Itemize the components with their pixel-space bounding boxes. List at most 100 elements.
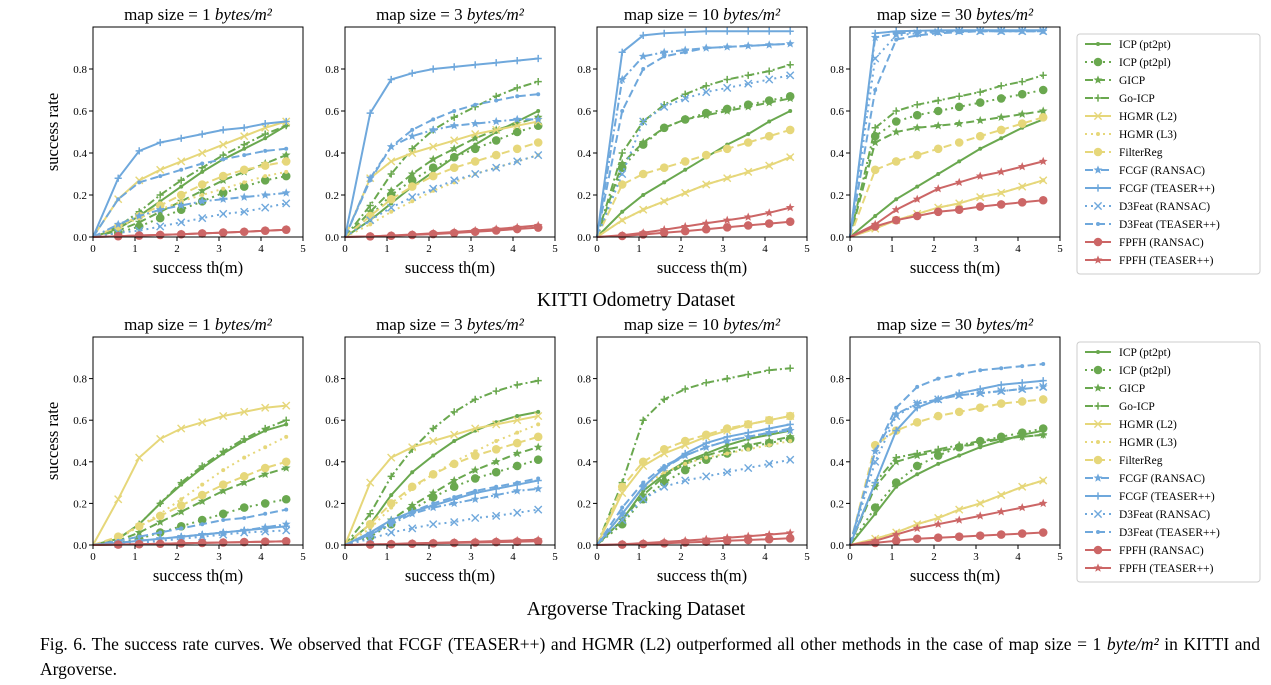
y-tick-label: 0.8: [73, 374, 87, 386]
legend-marker: [1093, 165, 1103, 174]
data-point: [957, 201, 962, 206]
legend-label: FPFH (TEASER++): [1119, 563, 1214, 575]
data-point: [407, 229, 417, 239]
data-point: [116, 197, 121, 202]
legend-label: HGMR (L3): [1119, 129, 1177, 141]
data-point: [491, 150, 501, 160]
subplot-title: map size = 30 bytes/m²: [877, 315, 1034, 334]
data-point: [239, 503, 249, 512]
series-gicp: [596, 93, 795, 238]
data-point: [387, 203, 396, 212]
data-point: [767, 119, 772, 124]
data-point: [954, 515, 964, 524]
data-point: [680, 436, 690, 446]
y-tick-label: 0.6: [325, 415, 339, 427]
data-point: [975, 115, 985, 125]
data-point: [515, 94, 520, 99]
data-point: [534, 411, 543, 421]
series-fpfh-ransac: [849, 195, 1048, 238]
data-point: [536, 409, 541, 414]
data-point: [387, 528, 396, 537]
data-point: [660, 102, 669, 111]
data-point: [891, 157, 901, 166]
data-point: [913, 449, 921, 458]
data-point: [260, 161, 270, 170]
data-point: [240, 207, 249, 216]
data-point: [933, 121, 943, 130]
x-tick-label: 4: [762, 551, 768, 563]
data-point: [263, 136, 268, 141]
x-tick-label: 1: [132, 243, 138, 255]
data-point: [1038, 424, 1048, 433]
y-tick-label: 0.0: [325, 232, 339, 244]
data-point: [915, 33, 920, 38]
data-point: [261, 403, 270, 412]
data-point: [198, 214, 207, 223]
data-point: [450, 518, 459, 527]
data-point: [788, 439, 793, 443]
data-point: [996, 399, 1006, 408]
data-point: [449, 459, 459, 469]
data-point: [1020, 484, 1025, 489]
data-point: [618, 510, 626, 518]
data-point: [641, 480, 646, 485]
data-point: [263, 148, 268, 153]
data-point: [936, 172, 941, 176]
data-point: [471, 424, 480, 433]
data-point: [365, 207, 375, 216]
data-point: [368, 532, 373, 537]
legend-label: ICP (pt2pl): [1119, 57, 1171, 69]
data-point: [281, 150, 291, 159]
data-point: [260, 190, 270, 199]
data-point: [723, 375, 731, 383]
legend-label: GICP: [1119, 75, 1145, 87]
data-point: [473, 488, 478, 493]
data-point: [366, 109, 374, 117]
y-tick-label: 0.8: [577, 374, 591, 386]
data-point: [873, 214, 878, 218]
x-tick-label: 2: [426, 243, 432, 255]
series-fpfh-teaser: [849, 156, 1048, 238]
data-point: [408, 443, 417, 452]
data-point: [722, 223, 732, 232]
legend-entry-d3feat-ransac: D3Feat (RANSAC): [1085, 509, 1210, 521]
x-tick-label: 0: [90, 243, 96, 255]
data-point: [533, 220, 543, 230]
data-point: [218, 486, 228, 495]
y-tick-label: 0.2: [73, 498, 87, 510]
series-line-fpfh-ransac: [596, 220, 791, 238]
data-point: [662, 199, 667, 204]
series-line-d3feat-ransac: [596, 74, 791, 238]
data-point: [261, 424, 269, 433]
data-point: [681, 476, 690, 485]
data-point: [912, 150, 922, 160]
data-point: [536, 109, 541, 113]
x-tick-label: 3: [468, 243, 474, 255]
data-point: [996, 507, 1006, 516]
data-point: [659, 123, 669, 132]
subplot-title-unit: bytes/m²: [976, 5, 1034, 24]
data-point: [470, 133, 480, 143]
series-line-d3feat-ransac: [849, 385, 1044, 546]
series-line-fpfh-teaser: [849, 502, 1044, 546]
legend-frame: [1076, 33, 1261, 275]
x-tick-label: 4: [510, 551, 516, 563]
data-point: [978, 368, 983, 373]
series-fcgf-teaser: [344, 54, 542, 238]
data-point: [788, 426, 793, 431]
data-point: [996, 94, 1006, 103]
legend-label: HGMR (L2): [1119, 111, 1177, 123]
data-point: [281, 225, 291, 234]
data-point: [996, 125, 1006, 135]
axes-frame: [344, 336, 556, 546]
x-tick-label: 3: [216, 551, 222, 563]
data-point: [197, 228, 207, 238]
data-point: [871, 124, 879, 132]
legend-marker: [1096, 350, 1100, 354]
series-line-icp-pt2pl: [596, 95, 791, 238]
data-point: [155, 511, 165, 521]
data-point: [999, 366, 1004, 371]
x-tick-label: 4: [1015, 551, 1021, 563]
series-line-d3feat-ransac: [596, 458, 791, 546]
data-point: [387, 170, 395, 178]
